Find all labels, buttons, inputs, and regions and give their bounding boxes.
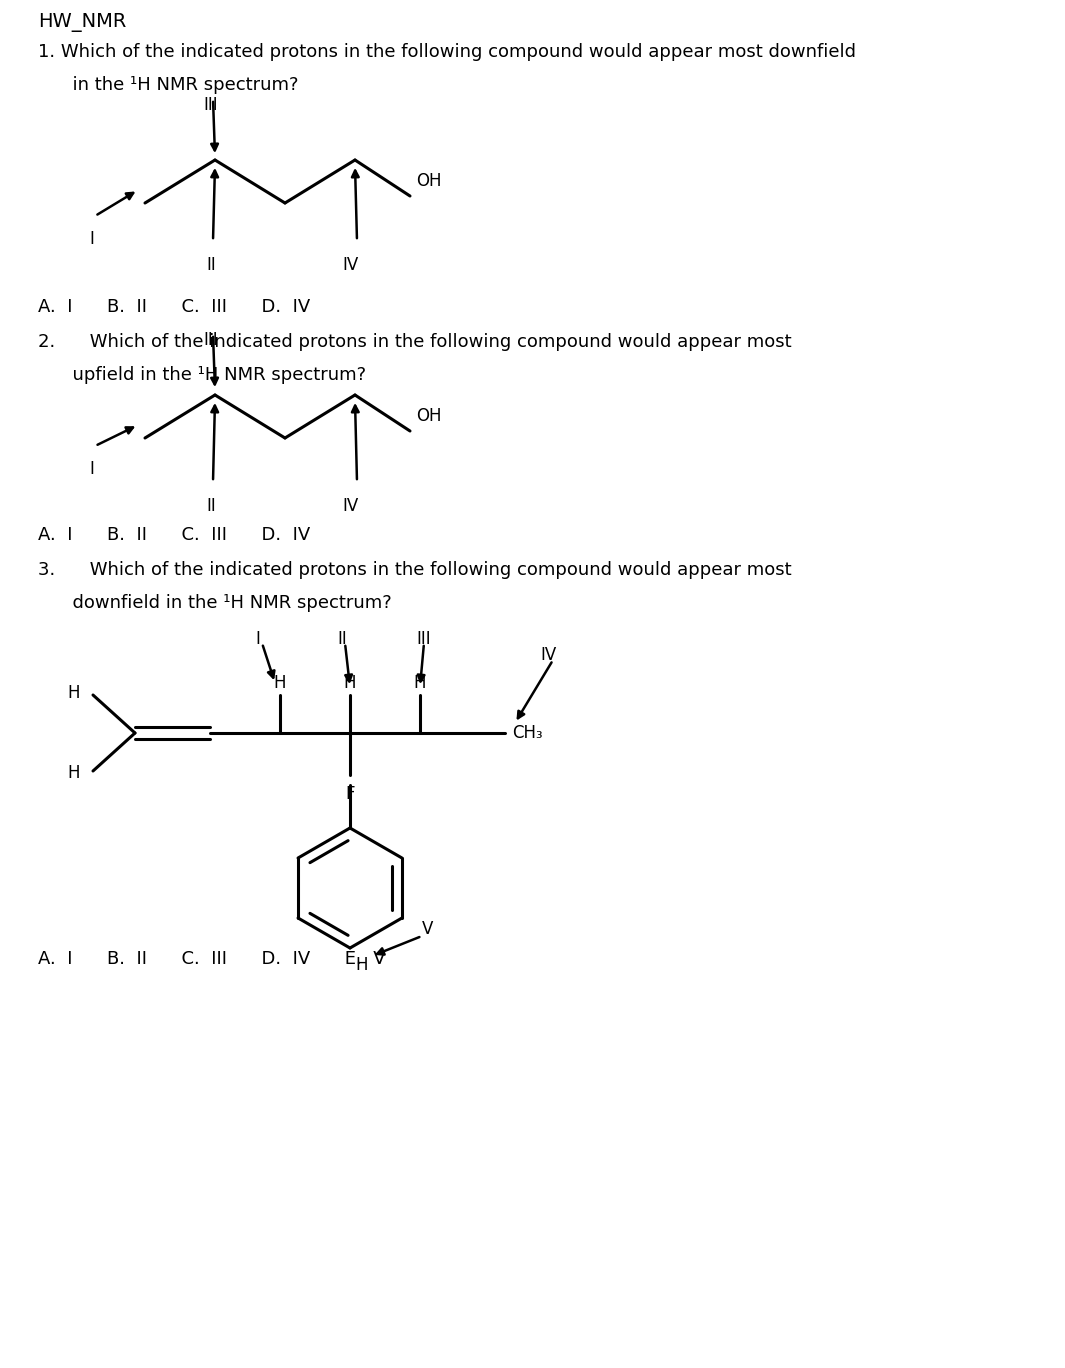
Text: A.  I      B.  II      C.  III      D.  IV: A. I B. II C. III D. IV xyxy=(38,298,310,316)
Text: 3.      Which of the indicated protons in the following compound would appear mo: 3. Which of the indicated protons in the… xyxy=(38,561,791,579)
Text: A.  I      B.  II      C.  III      D.  IV: A. I B. II C. III D. IV xyxy=(38,527,310,544)
Text: IV: IV xyxy=(540,646,556,663)
Text: H: H xyxy=(274,674,286,692)
Text: V: V xyxy=(422,921,433,938)
Text: 1. Which of the indicated protons in the following compound would appear most do: 1. Which of the indicated protons in the… xyxy=(38,42,856,62)
Text: II: II xyxy=(207,497,216,514)
Text: III: III xyxy=(203,331,218,349)
Text: I: I xyxy=(256,631,261,648)
Text: CH₃: CH₃ xyxy=(512,724,543,741)
Text: H: H xyxy=(413,674,426,692)
Text: downfield in the ¹H NMR spectrum?: downfield in the ¹H NMR spectrum? xyxy=(38,594,392,611)
Text: H: H xyxy=(67,684,80,702)
Text: 2.      Which of the indicated protons in the following compound would appear mo: 2. Which of the indicated protons in the… xyxy=(38,332,791,352)
Text: H: H xyxy=(356,956,368,974)
Text: in the ¹H NMR spectrum?: in the ¹H NMR spectrum? xyxy=(38,77,298,94)
Text: IV: IV xyxy=(343,497,359,514)
Text: III: III xyxy=(203,96,218,114)
Text: HW_NMR: HW_NMR xyxy=(38,14,127,31)
Text: I: I xyxy=(89,230,95,248)
Text: H: H xyxy=(344,674,357,692)
Text: I: I xyxy=(89,460,95,477)
Text: II: II xyxy=(207,256,216,274)
Text: OH: OH xyxy=(416,172,442,190)
Text: H: H xyxy=(67,763,80,782)
Text: A.  I      B.  II      C.  III      D.  IV      E.  V: A. I B. II C. III D. IV E. V xyxy=(38,949,386,969)
Text: upfield in the ¹H NMR spectrum?: upfield in the ¹H NMR spectrum? xyxy=(38,367,366,384)
Text: III: III xyxy=(416,631,431,648)
Text: IV: IV xyxy=(343,256,359,274)
Text: II: II xyxy=(338,631,347,648)
Text: OH: OH xyxy=(416,408,442,425)
Text: F: F xyxy=(345,785,355,803)
